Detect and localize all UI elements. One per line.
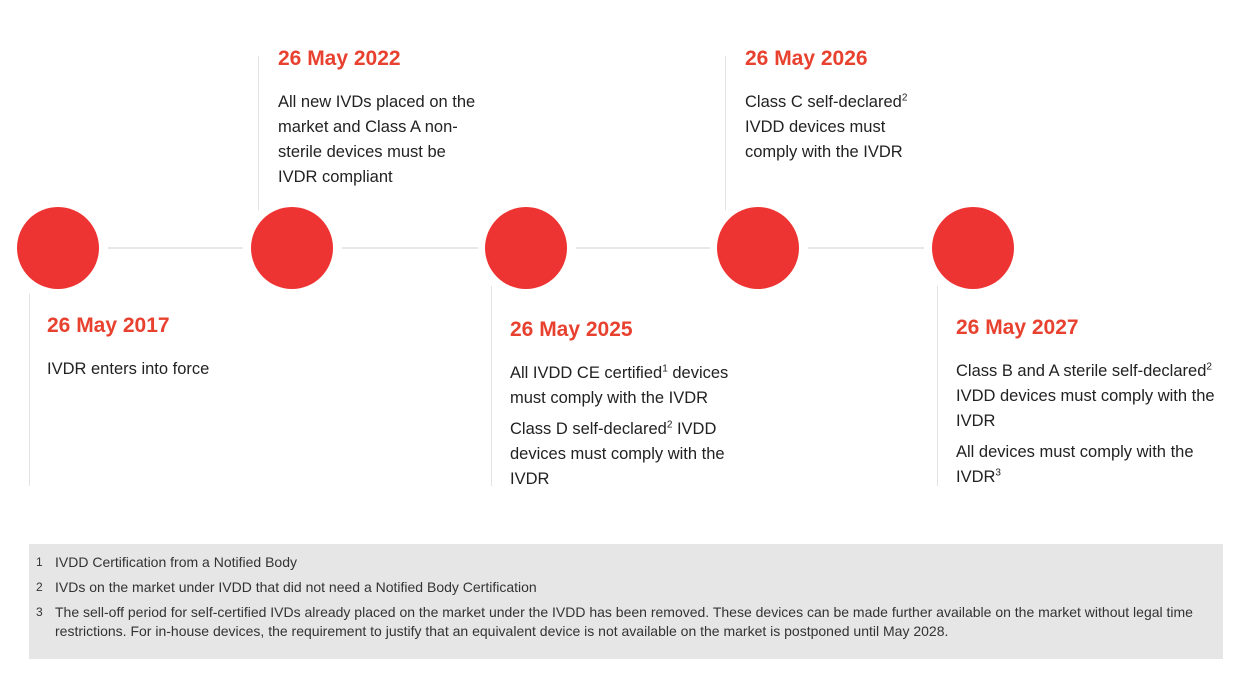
event-date: 26 May 2026 (745, 47, 868, 70)
event-description: All new IVDs placed on the market and Cl… (278, 93, 476, 186)
timeline-event-2022: 26 May 2022 All new IVDs placed on the m… (278, 46, 483, 196)
event-text: IVDD devices must comply with the IVDR (745, 118, 903, 161)
milestone-marker-2027 (932, 207, 1014, 289)
event-date: 26 May 2017 (47, 314, 170, 337)
timeline-guide-line (937, 286, 938, 486)
event-date: 26 May 2022 (278, 47, 401, 70)
footnote-ref: 2 (901, 92, 908, 104)
footnote-item: 1 IVDD Certification from a Notified Bod… (36, 553, 1203, 572)
milestone-marker-2022 (251, 207, 333, 289)
footnote-number: 3 (36, 605, 43, 619)
footnote-text: IVDD Certification from a Notified Body (55, 554, 297, 570)
event-text: devices must comply with the IVDR (510, 364, 729, 407)
event-text: IVDD devices must comply with the IVDR (510, 420, 725, 488)
event-description: IVDR enters into force (47, 360, 210, 378)
milestone-marker-2017 (17, 207, 99, 289)
timeline-event-2027: 26 May 2027 Class B and A sterile self-d… (956, 315, 1241, 496)
event-text: Class D self-declared (510, 420, 667, 438)
timeline-connector (342, 247, 478, 249)
milestone-marker-2026 (717, 207, 799, 289)
timeline-connector (808, 247, 924, 249)
milestone-marker-2025 (485, 207, 567, 289)
timeline-connector (108, 247, 243, 249)
timeline-connector (576, 247, 710, 249)
footnote-ref: 2 (666, 419, 673, 431)
footnote-number: 1 (36, 555, 43, 569)
footnote-item: 3 The sell-off period for self-certified… (36, 603, 1203, 641)
event-description: Class B and A sterile self-declared2 IVD… (956, 359, 1241, 434)
event-description: All IVDD CE certified1 devices must comp… (510, 361, 750, 411)
footnote-number: 2 (36, 580, 43, 594)
timeline-event-2025: 26 May 2025 All IVDD CE certified1 devic… (510, 317, 750, 498)
event-date: 26 May 2027 (956, 316, 1079, 339)
timeline-guide-line (258, 56, 259, 210)
footnote-item: 2 IVDs on the market under IVDD that did… (36, 578, 1203, 597)
timeline-guide-line (29, 294, 30, 486)
timeline-guide-line (491, 286, 492, 486)
event-description: Class C self-declared2 IVDD devices must… (745, 90, 935, 165)
event-description: Class D self-declared2 IVDD devices must… (510, 417, 750, 492)
event-text: Class B and A sterile self-declared (956, 362, 1207, 380)
event-text: All devices must comply with the IVDR (956, 443, 1194, 486)
footnotes-box: 1 IVDD Certification from a Notified Bod… (29, 544, 1223, 659)
timeline-event-2026: 26 May 2026 Class C self-declared2 IVDD … (745, 46, 935, 171)
timeline-guide-line (725, 56, 726, 210)
footnote-ref: 3 (995, 467, 1001, 479)
event-description: All devices must comply with the IVDR3 (956, 440, 1241, 490)
event-text: Class C self-declared (745, 93, 902, 111)
event-text: All IVDD CE certified (510, 364, 663, 382)
footnote-ref: 2 (1206, 361, 1212, 373)
footnote-text: IVDs on the market under IVDD that did n… (55, 579, 537, 595)
timeline-event-2017: 26 May 2017 IVDR enters into force (47, 313, 247, 388)
footnote-ref: 1 (662, 363, 668, 375)
event-text: IVDD devices must comply with the IVDR (956, 387, 1215, 430)
event-date: 26 May 2025 (510, 318, 633, 341)
footnote-text: The sell-off period for self-certified I… (55, 604, 1193, 639)
